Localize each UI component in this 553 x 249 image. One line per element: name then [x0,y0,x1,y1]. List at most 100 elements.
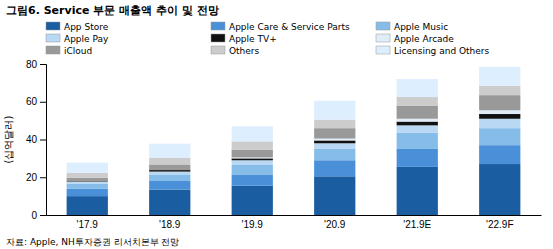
series [67,128,521,188]
legend-swatch [46,34,60,42]
x-tick-label: '18.9 [159,219,181,230]
legend-swatch [211,34,225,42]
bar [149,164,190,170]
x-tick-label: '17.9 [77,219,99,230]
bar [232,160,273,165]
y-tick-mark [40,64,46,65]
x-tick: '20.9 [324,219,346,230]
bar [149,181,190,189]
plot: 0 20 40 60 80 '17.9 '18.9 '19.9 '20.9 '21.9E '22.9… [26,59,542,230]
bar [314,140,355,143]
bar [479,114,520,119]
legend-item: Apple Pay [46,34,109,44]
bar [397,122,438,126]
x-tick-label: '22.9F [486,219,513,230]
x-axis: '17.9 '18.9 '19.9 '20.9 '21.9E '22.9F [47,216,542,231]
bar [314,120,355,128]
bar [479,128,520,145]
series [67,95,521,181]
x-axis-line [47,215,542,216]
legend-label: Others [229,46,260,56]
y-axis-line [40,65,47,216]
y-tick-mark [40,215,46,216]
bar [397,149,438,167]
bar [314,101,355,120]
y-tick: 40 [26,134,46,145]
y-tick-label: 0 [31,210,37,221]
bar [397,119,438,122]
bar [479,119,520,128]
title: 그림6. Service 부문 매출액 추이 및 전망 [6,4,219,17]
y-tick-label: 60 [26,96,38,107]
bar [232,126,273,141]
series [67,145,521,196]
bar [479,110,520,114]
bar [67,178,108,182]
y-tick-label: 80 [26,59,38,70]
footnote: 자료: Apple, NH투자증권 리서치본부 전망 [6,237,179,247]
y-tick-label: 40 [26,134,38,145]
y-tick: 60 [26,96,46,107]
bar [149,174,190,181]
x-tick: '17.9 [77,219,99,230]
chart: 그림6. Service 부문 매출액 추이 및 전망자료: Apple, NH… [0,0,553,249]
bar [67,189,108,197]
legend-label: iCloud [64,46,92,56]
y-axis: 0 20 40 60 80 [26,59,47,221]
bar [67,163,108,173]
legend-label: App Store [64,22,109,32]
bar [479,145,520,164]
bar [397,97,438,105]
bars [67,67,521,215]
bar [67,196,108,215]
bar [479,95,520,110]
bar [149,190,190,215]
bar [397,125,438,133]
legend: App Store Apple Care & Service Parts Apple… [46,22,490,56]
legend-swatch [376,46,390,54]
y-tick-mark [40,177,46,178]
legend-item: Licensing and Others [376,46,490,56]
x-tick: '19.9 [242,219,264,230]
legend-item: Apple Care & Service Parts [211,22,350,32]
bar [397,167,438,215]
legend-swatch [376,22,390,30]
legend-swatch [376,34,390,42]
series [67,114,521,182]
bar [479,86,520,95]
bar [314,176,355,215]
bar [67,184,108,189]
legend-label: Apple TV+ [229,34,277,44]
legend-item: iCloud [46,46,92,56]
series [67,67,521,173]
bar [67,182,108,184]
legend-swatch [46,22,60,30]
x-tick-label: '20.9 [324,219,346,230]
bar [314,143,355,149]
x-tick: '21.9E [403,219,431,230]
bar [314,160,355,176]
bar [397,79,438,97]
bar [149,172,190,175]
y-tick: 20 [26,172,46,183]
y-tick-label: 20 [26,172,38,183]
bar [67,173,108,178]
legend-label: Licensing and Others [394,46,490,56]
y-axis-title: (십억달러) [3,116,14,164]
x-tick: '22.9F [486,219,513,230]
legend-item: Apple Arcade [376,34,454,44]
legend-item: Apple Music [376,22,448,32]
bar [397,106,438,119]
bar [397,133,438,149]
series [67,164,521,215]
y-tick-mark [40,102,46,103]
legend-label: Apple Pay [64,34,109,44]
y-tick-mark [40,140,46,141]
legend-item: Apple TV+ [211,34,277,44]
legend-label: Apple Music [394,22,448,32]
bar [314,139,355,141]
x-tick: '18.9 [159,219,181,230]
bar [232,174,273,185]
bar [232,186,273,215]
bar [479,67,520,86]
